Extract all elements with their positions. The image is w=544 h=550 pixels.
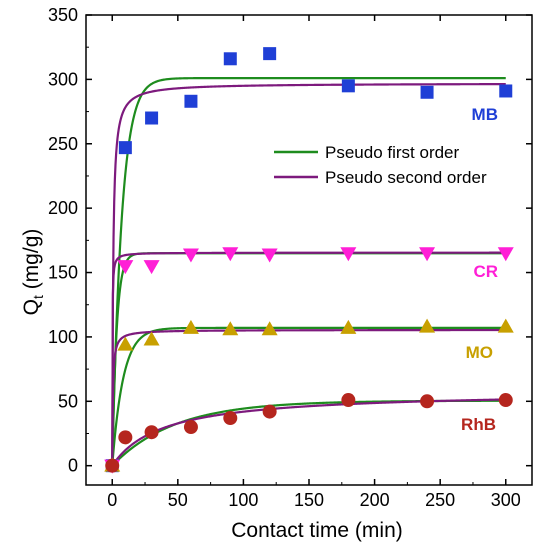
axes: 0 50 100 150 200 250 300 0 50 100 150 200 250 300 350 bbox=[48, 5, 533, 510]
marker-cr bbox=[419, 247, 436, 262]
marker-cr bbox=[497, 247, 514, 262]
pso-curve-mb bbox=[111, 83, 506, 466]
marker-rhb bbox=[498, 393, 513, 408]
marker-cr bbox=[340, 247, 357, 262]
legend-label-1: Pseudo second order bbox=[325, 168, 487, 187]
y-axis-label: Qt (mg/g) bbox=[20, 229, 46, 316]
legend: Pseudo first order Pseudo second order bbox=[274, 143, 487, 187]
marker-cr bbox=[117, 260, 134, 275]
y-tick-label: 150 bbox=[48, 263, 78, 283]
x-tick-label: 150 bbox=[294, 490, 324, 510]
legend-label-0: Pseudo first order bbox=[325, 143, 460, 162]
y-tick-label: 100 bbox=[48, 327, 78, 347]
marker-mb bbox=[223, 52, 237, 66]
x-tick-label: 50 bbox=[168, 490, 188, 510]
series-label-mo: MO bbox=[466, 343, 493, 362]
pfo-curve-mo bbox=[111, 326, 506, 466]
y-axis-label-unit: (mg/g) bbox=[20, 229, 43, 296]
x-axis-label: Contact time (min) bbox=[231, 519, 403, 542]
fit-curves bbox=[111, 77, 506, 467]
marker-rhb bbox=[262, 404, 277, 419]
marker-mb bbox=[263, 47, 277, 61]
marker-mo bbox=[419, 318, 436, 333]
pso-curve-mo bbox=[111, 328, 506, 466]
x-tick-label: 250 bbox=[425, 490, 455, 510]
series-label-rhb: RhB bbox=[461, 415, 496, 434]
marker-rhb bbox=[183, 420, 198, 435]
series-label-cr: CR bbox=[473, 262, 498, 281]
x-tick-label: 300 bbox=[491, 490, 521, 510]
marker-mo bbox=[497, 318, 514, 333]
marker-mb bbox=[420, 85, 434, 99]
pfo-curve-rhb bbox=[111, 399, 506, 467]
marker-rhb bbox=[144, 425, 159, 440]
series-labels: MB CR MO RhB bbox=[461, 105, 498, 434]
marker-mb bbox=[499, 84, 513, 98]
marker-mb bbox=[145, 111, 159, 125]
y-tick-label: 350 bbox=[48, 5, 78, 25]
marker-mo bbox=[222, 321, 239, 336]
y-tick-label: 50 bbox=[58, 391, 78, 411]
y-axis-label-sub: t bbox=[30, 295, 46, 299]
marker-rhb bbox=[420, 394, 435, 409]
marker-mo bbox=[261, 321, 278, 336]
marker-rhb bbox=[105, 458, 120, 473]
pfo-curve-mb bbox=[111, 77, 506, 466]
marker-mo bbox=[340, 319, 357, 334]
x-tick-label: 200 bbox=[360, 490, 390, 510]
marker-cr bbox=[143, 260, 160, 275]
marker-mb bbox=[184, 94, 198, 108]
pso-curve-cr bbox=[111, 251, 506, 466]
marker-cr bbox=[261, 248, 278, 263]
marker-mo bbox=[143, 331, 160, 346]
x-tick-label: 100 bbox=[228, 490, 258, 510]
pfo-curve-cr bbox=[111, 252, 506, 466]
marker-rhb bbox=[223, 411, 238, 426]
marker-mb bbox=[341, 79, 355, 93]
x-tick-label: 0 bbox=[107, 490, 117, 510]
data-markers bbox=[104, 47, 514, 474]
y-tick-label: 250 bbox=[48, 134, 78, 154]
series-label-mb: MB bbox=[472, 105, 498, 124]
y-tick-label: 0 bbox=[68, 456, 78, 476]
pso-curve-rhb bbox=[111, 398, 506, 467]
marker-cr bbox=[222, 247, 239, 262]
y-tick-label: 300 bbox=[48, 69, 78, 89]
marker-cr bbox=[182, 248, 199, 263]
y-axis-label-main: Q bbox=[20, 299, 43, 315]
marker-mb bbox=[118, 141, 132, 155]
marker-mo bbox=[182, 319, 199, 334]
marker-rhb bbox=[118, 430, 133, 445]
marker-mo bbox=[117, 336, 134, 351]
marker-rhb bbox=[341, 393, 356, 408]
y-tick-label: 200 bbox=[48, 198, 78, 218]
